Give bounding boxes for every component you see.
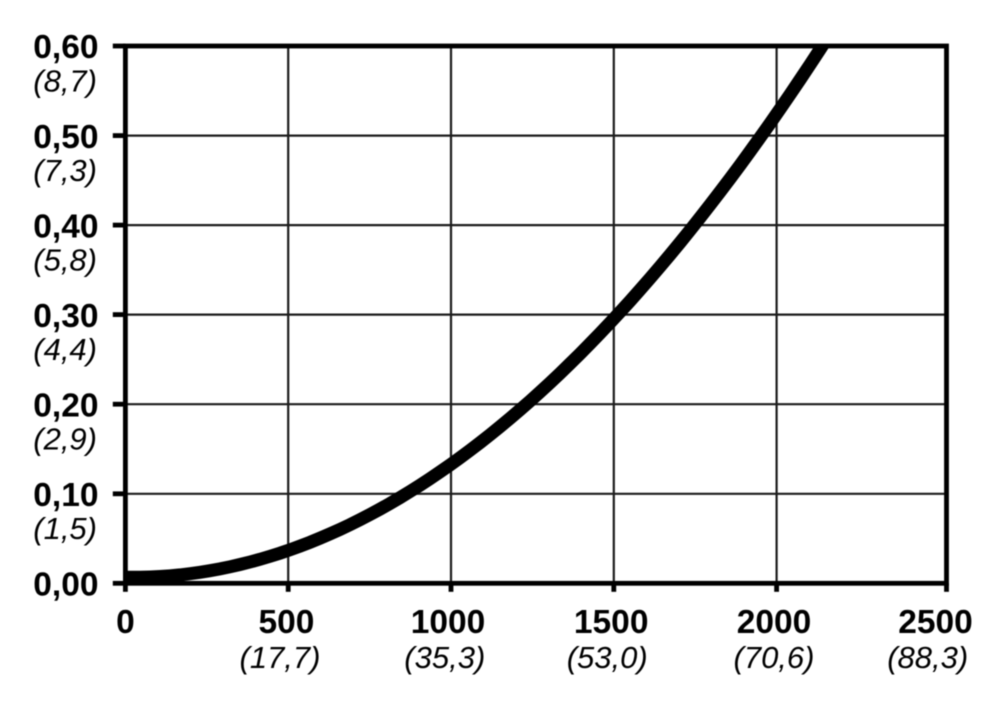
svg-text:1500: 1500 [574,604,649,641]
svg-text:0,10: 0,10 [33,477,98,514]
svg-text:0,50: 0,50 [33,119,98,156]
svg-text:0,60: 0,60 [33,29,98,66]
svg-text:2500: 2500 [898,604,973,641]
svg-text:(1,5): (1,5) [33,511,97,546]
svg-text:500: 500 [259,604,315,641]
svg-text:(4,4): (4,4) [33,332,97,367]
svg-text:1000: 1000 [411,604,486,641]
svg-text:(53,0): (53,0) [567,640,648,675]
svg-text:(88,3): (88,3) [887,640,968,675]
svg-text:(5,8): (5,8) [33,243,97,278]
svg-text:0,00: 0,00 [33,567,98,604]
svg-text:2000: 2000 [737,604,812,641]
svg-text:(2,9): (2,9) [33,422,97,457]
svg-text:(70,6): (70,6) [734,640,815,675]
svg-text:0: 0 [116,604,135,641]
svg-text:(35,3): (35,3) [404,640,485,675]
svg-text:(17,7): (17,7) [240,640,321,675]
svg-text:0,20: 0,20 [33,387,98,424]
svg-text:(8,7): (8,7) [33,64,97,99]
svg-text:0,40: 0,40 [33,208,98,245]
svg-text:0,30: 0,30 [33,298,98,335]
svg-text:(7,3): (7,3) [33,153,97,188]
